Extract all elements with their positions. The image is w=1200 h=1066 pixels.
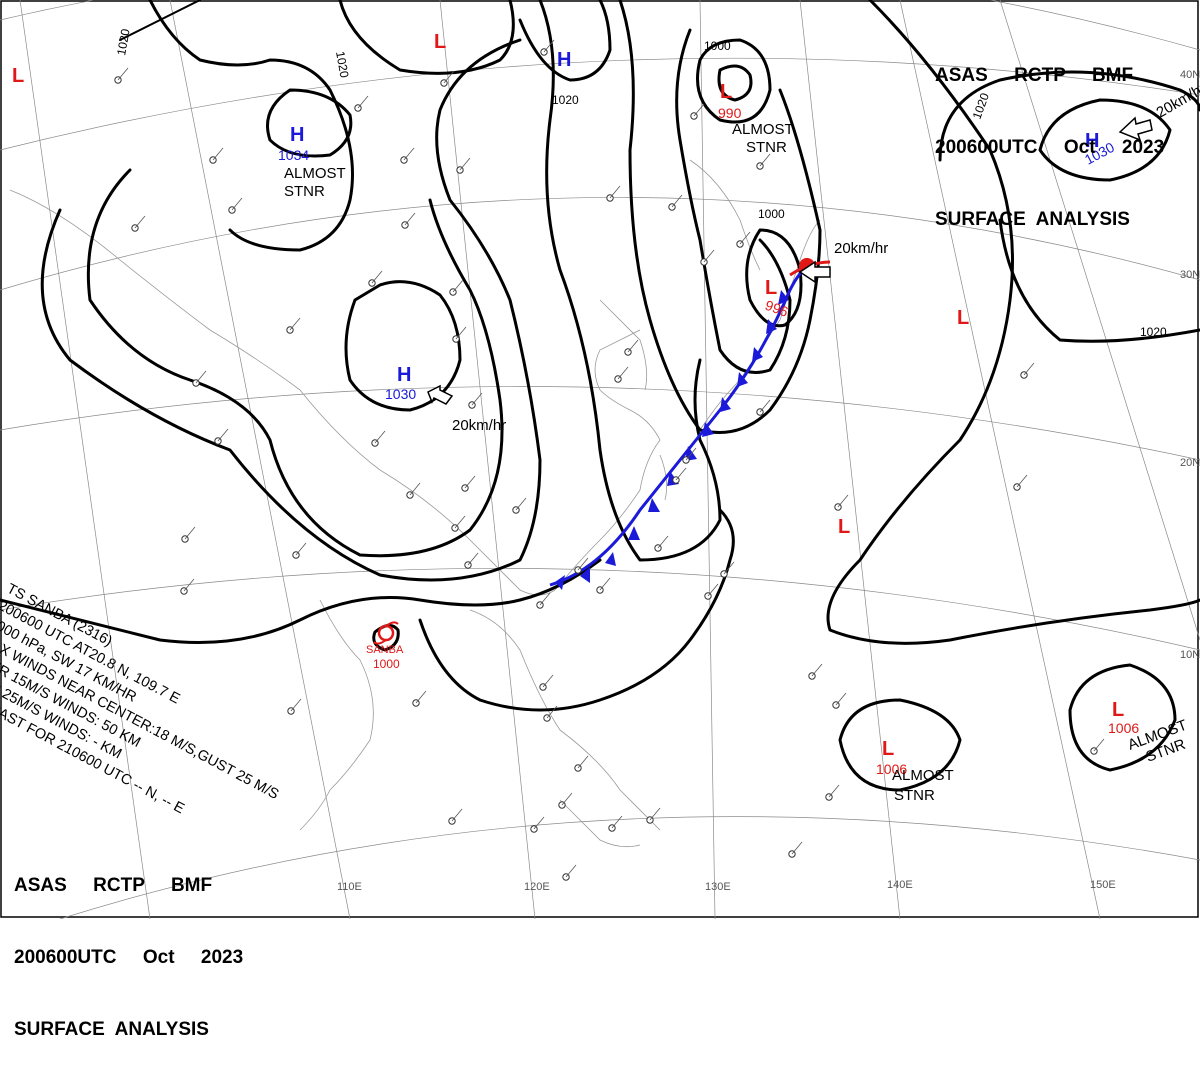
wind-barb — [135, 216, 145, 228]
isobar-label: 1020 — [333, 50, 351, 79]
wind-barb — [460, 158, 470, 170]
low-pressure-4: L 1006 ALMOST STNR — [1108, 699, 1189, 766]
wind-barb — [566, 865, 576, 877]
motion-speed: 20km/hr — [452, 417, 506, 434]
wind-barb — [516, 498, 526, 510]
longitude-label: 120E — [524, 881, 550, 893]
wind-barb — [1017, 475, 1027, 487]
header-title: SURFACE ANALYSIS — [935, 208, 1164, 232]
wind-barb — [372, 271, 382, 283]
high-pressure-1: H 1034 ALMOST STNR — [278, 124, 346, 200]
header-bottom: ASAS RCTP BMF 200600UTC Oct 2023 SURFACE… — [14, 826, 243, 1066]
high-pressure-value: 1034 — [278, 147, 309, 163]
header-top: ASAS RCTP BMF 200600UTC Oct 2023 SURFACE… — [935, 16, 1164, 256]
header-time: 200600UTC Oct 2023 — [14, 946, 243, 970]
low-symbol: L — [1112, 699, 1124, 721]
latitude-label: 10N — [1180, 649, 1200, 661]
wind-barb — [694, 104, 704, 116]
header-title: SURFACE ANALYSIS — [14, 1018, 243, 1042]
almost-label: ALMOST — [284, 165, 346, 182]
wind-barb — [232, 198, 242, 210]
wind-barb — [838, 495, 848, 507]
wind-barb — [812, 664, 822, 676]
wind-barb — [453, 280, 463, 292]
high-symbol: H — [557, 49, 571, 71]
typhoon-name: SANBA — [366, 644, 404, 656]
header-time: 200600UTC Oct 2023 — [935, 136, 1164, 160]
wind-barb — [628, 340, 638, 352]
longitude-label: 140E — [887, 879, 913, 891]
wind-barb — [618, 367, 628, 379]
wind-barb — [213, 148, 223, 160]
wind-barb — [534, 817, 544, 829]
wind-barb — [547, 706, 557, 718]
latitude-label: 40N — [1180, 69, 1200, 81]
low-symbol: L — [720, 81, 732, 103]
wind-barb — [290, 318, 300, 330]
wind-barb — [291, 699, 301, 711]
wind-barb — [672, 195, 682, 207]
almost-label: ALMOST — [732, 121, 794, 138]
wind-barb — [829, 785, 839, 797]
wind-barb — [118, 68, 128, 80]
wind-barb — [404, 148, 414, 160]
high-symbol: H — [290, 124, 304, 146]
wind-barb — [1094, 739, 1104, 751]
wind-barb — [543, 675, 553, 687]
wind-barb — [375, 431, 385, 443]
latitude-label: 20N — [1180, 457, 1200, 469]
latitude-label: 30N — [1180, 269, 1200, 281]
wind-barb — [218, 429, 228, 441]
wind-barb — [1024, 363, 1034, 375]
isobar-label: 1020 — [114, 27, 132, 56]
stnr-label: STNR — [894, 787, 935, 804]
isobar-label: 1000 — [758, 207, 785, 221]
wind-barb — [455, 516, 465, 528]
longitude-label: 150E — [1090, 879, 1116, 891]
high-pressure-2: H 1030 — [385, 364, 416, 402]
isobar-label: 1020 — [552, 93, 579, 107]
wind-barb — [452, 809, 462, 821]
wind-barb — [562, 793, 572, 805]
header-agency: ASAS RCTP BMF — [935, 64, 1164, 88]
longitude-label: 130E — [705, 881, 731, 893]
typhoon-pressure: 1000 — [373, 657, 400, 671]
header-agency: ASAS RCTP BMF — [14, 874, 243, 898]
low-symbol: L — [765, 277, 777, 299]
low-symbol: L — [434, 31, 446, 53]
wind-barb — [836, 693, 846, 705]
high-symbol: H — [397, 364, 411, 386]
wind-barb — [465, 476, 475, 488]
longitude-label: 110E — [337, 881, 362, 893]
wind-barb — [676, 468, 686, 480]
wind-barb — [610, 186, 620, 198]
wind-barb — [612, 816, 622, 828]
wind-barb — [185, 527, 195, 539]
wind-barb — [358, 96, 368, 108]
low-symbol: L — [838, 516, 850, 538]
wind-barb — [704, 250, 714, 262]
wind-barb — [296, 543, 306, 555]
isobar-label: 1000 — [704, 39, 731, 53]
motion-speed: 20km/hr — [834, 240, 888, 257]
almost-label: ALMOST — [892, 767, 954, 784]
low-symbol: L — [882, 738, 894, 760]
isobar-label: 1020 — [1140, 325, 1167, 339]
low-symbol: L — [957, 307, 969, 329]
low-pressure-value: 990 — [718, 105, 742, 121]
low-symbol: L — [12, 65, 24, 87]
stnr-label: STNR — [746, 139, 787, 156]
wind-barb — [792, 842, 802, 854]
low-pressure-3: L 1006 ALMOST STNR — [876, 738, 954, 804]
wind-barb — [196, 371, 206, 383]
wind-barb — [405, 213, 415, 225]
high-pressure-value: 1030 — [385, 386, 416, 402]
wind-barb — [578, 756, 588, 768]
wind-barb — [472, 393, 482, 405]
wind-barb — [658, 536, 668, 548]
wind-barb — [468, 553, 478, 565]
wind-barb — [600, 578, 610, 590]
wind-barb — [416, 691, 426, 703]
stnr-label: STNR — [284, 183, 325, 200]
